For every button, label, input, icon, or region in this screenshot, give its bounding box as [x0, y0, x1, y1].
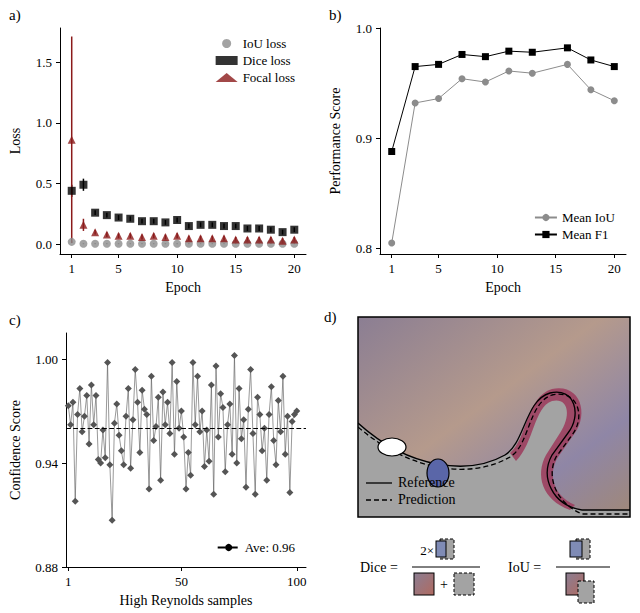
svg-text:Performance Score: Performance Score	[328, 88, 343, 195]
svg-text:100: 100	[287, 574, 307, 589]
svg-text:20: 20	[288, 261, 301, 276]
svg-text:Reference: Reference	[398, 475, 455, 490]
svg-text:5: 5	[115, 261, 122, 276]
svg-text:10: 10	[491, 261, 504, 276]
svg-text:50: 50	[175, 574, 188, 589]
svg-text:1.5: 1.5	[36, 55, 52, 70]
svg-text:+: +	[440, 577, 448, 592]
svg-text:IoU loss: IoU loss	[243, 36, 287, 51]
svg-text:a): a)	[9, 7, 21, 24]
svg-text:1.0: 1.0	[36, 115, 52, 130]
svg-text:1.0: 1.0	[356, 21, 372, 36]
svg-text:d): d)	[324, 309, 337, 326]
svg-text:Loss: Loss	[8, 128, 23, 154]
svg-text:IoU =: IoU =	[508, 560, 541, 575]
svg-text:20: 20	[608, 261, 621, 276]
svg-text:2×: 2×	[420, 543, 434, 558]
svg-text:0.8: 0.8	[356, 241, 372, 256]
svg-text:5: 5	[435, 261, 442, 276]
svg-text:1: 1	[65, 574, 72, 589]
svg-text:0.5: 0.5	[36, 176, 52, 191]
svg-text:Epoch: Epoch	[485, 280, 521, 295]
svg-text:10: 10	[171, 261, 184, 276]
svg-text:1: 1	[388, 261, 395, 276]
svg-text:Ave: 0.96: Ave: 0.96	[245, 540, 296, 555]
svg-text:15: 15	[229, 261, 242, 276]
svg-text:b): b)	[329, 7, 342, 24]
svg-text:Mean IoU: Mean IoU	[562, 210, 616, 225]
svg-text:Mean F1: Mean F1	[562, 227, 609, 242]
svg-text:0.88: 0.88	[35, 560, 58, 575]
svg-text:1.00: 1.00	[35, 352, 58, 367]
svg-text:1: 1	[68, 261, 75, 276]
svg-text:Epoch: Epoch	[165, 280, 201, 295]
svg-text:High Reynolds samples: High Reynolds samples	[120, 593, 253, 608]
svg-text:Confidence Score: Confidence Score	[8, 400, 23, 500]
svg-text:0.9: 0.9	[356, 131, 372, 146]
svg-text:Focal loss: Focal loss	[243, 70, 295, 85]
svg-text:0.0: 0.0	[36, 237, 52, 252]
svg-text:Prediction: Prediction	[398, 492, 456, 507]
svg-text:15: 15	[549, 261, 562, 276]
svg-text:Dice loss: Dice loss	[243, 53, 291, 68]
svg-text:Dice =: Dice =	[360, 560, 398, 575]
svg-text:c): c)	[9, 312, 21, 329]
svg-text:0.94: 0.94	[35, 456, 58, 471]
